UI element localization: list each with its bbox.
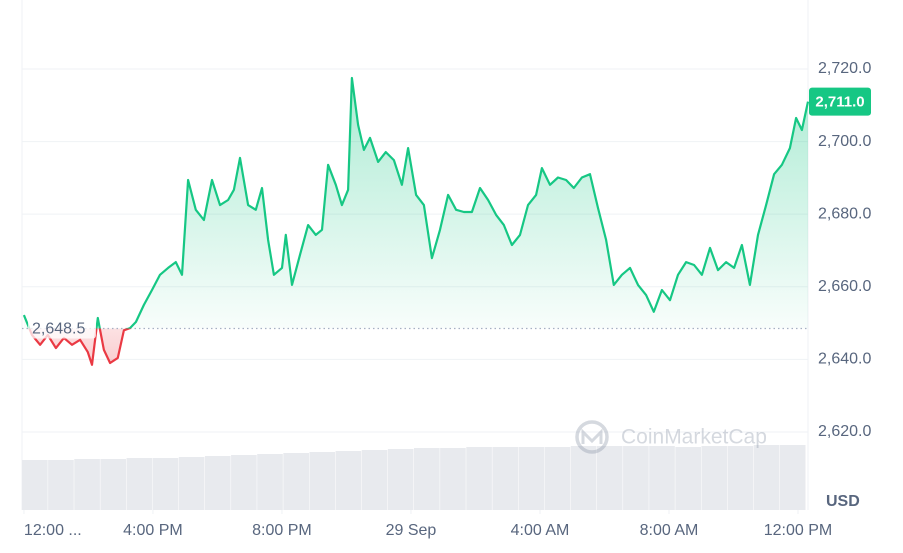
y-tick-label: 2,620.0 [818, 423, 871, 440]
volume-bar [701, 446, 728, 510]
volume-bar [74, 459, 100, 510]
area [23, 78, 808, 365]
volume-bar [570, 446, 597, 510]
watermark-text: CoinMarketCap [621, 426, 767, 449]
volume-bar [492, 447, 519, 510]
volume-bar [204, 456, 231, 510]
price-line [22, 76, 810, 366]
y-tick-label: 2,680.0 [818, 205, 871, 222]
x-tick-label: 29 Sep [386, 522, 437, 539]
volume-bar [361, 450, 388, 510]
x-tick-label: 12:00 ... [24, 522, 82, 539]
volume-bar [596, 446, 623, 510]
x-tick-label: 8:00 PM [252, 522, 312, 539]
volume-bar [48, 460, 74, 510]
volume-bar [466, 447, 492, 510]
volume-bar [544, 447, 571, 510]
volume-bar [283, 453, 309, 510]
watermark: CoinMarketCap [575, 420, 767, 454]
y-tick-label: 2,660.0 [818, 278, 871, 295]
volume-bar [649, 446, 675, 510]
volume-bar [178, 457, 205, 510]
volume-bar [414, 448, 440, 510]
unit-label: USD [826, 493, 860, 510]
volume-bar [753, 445, 780, 510]
volume-bar [623, 446, 649, 510]
volume-bar [440, 448, 466, 510]
volume-bar [727, 446, 754, 510]
x-tick-label: 4:00 AM [511, 522, 570, 539]
volume-bar [779, 445, 806, 510]
volume-bar [152, 458, 179, 510]
volume-bar [257, 454, 283, 510]
x-tick-label: 4:00 PM [123, 522, 183, 539]
volume-bar [231, 455, 257, 510]
volume-bar [675, 447, 701, 510]
volume-bar [335, 451, 362, 510]
volume-bar [387, 449, 414, 510]
price-tag-label: 2,711.0 [815, 94, 864, 111]
y-tick-label: 2,720.0 [818, 60, 871, 77]
y-tick-label: 2,640.0 [818, 351, 871, 368]
volume-bar [100, 459, 127, 510]
price-tag [809, 87, 871, 116]
baseline-label-bg [28, 316, 96, 339]
x-tick-label: 12:00 PM [764, 522, 832, 539]
volume-bar [126, 458, 153, 510]
y-tick-label: 2,700.0 [818, 133, 871, 150]
baseline-label: 2,648.5 [32, 321, 85, 338]
volume-bar [22, 460, 48, 510]
volume-bar [518, 447, 545, 510]
volume-bar [309, 452, 336, 510]
x-tick-label: 8:00 AM [640, 522, 699, 539]
